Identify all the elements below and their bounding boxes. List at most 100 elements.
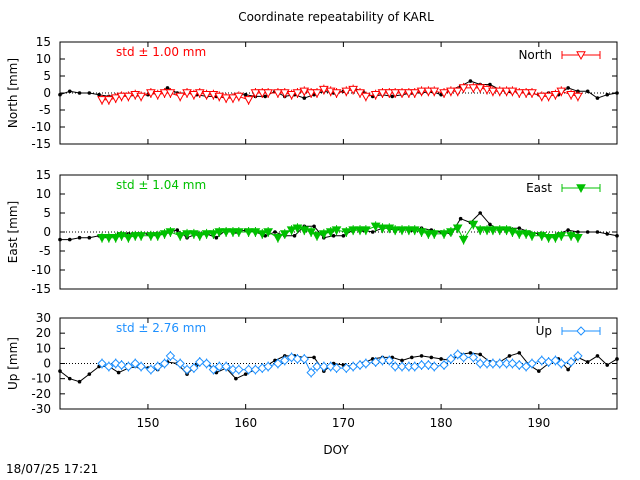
reference-data-point <box>605 363 610 367</box>
data-point <box>263 228 273 238</box>
data-point <box>165 351 176 361</box>
y-axis-label: East [mm] <box>6 201 20 263</box>
reference-data-point <box>234 376 238 381</box>
data-point <box>299 87 310 97</box>
reference-data-point <box>537 369 541 373</box>
reference-data-point <box>576 230 580 234</box>
data-point <box>536 232 547 241</box>
legend-label: Up <box>536 324 552 338</box>
reference-data-point <box>312 224 316 229</box>
data-point <box>370 91 381 100</box>
data-point <box>527 89 537 99</box>
data-point <box>130 358 140 369</box>
data-point <box>550 234 561 243</box>
reference-data-point <box>302 96 307 100</box>
x-tick-label: 160 <box>234 416 257 430</box>
reference-data-point <box>390 94 395 99</box>
reference-data-point <box>243 92 248 97</box>
data-point <box>292 89 303 99</box>
data-point <box>292 224 303 234</box>
data-point <box>306 89 316 99</box>
data-point <box>404 226 414 236</box>
y-tick-label: -10 <box>31 263 51 277</box>
data-point <box>123 234 134 243</box>
data-point <box>384 355 395 366</box>
reference-data-point <box>77 235 82 240</box>
data-point <box>228 228 238 238</box>
data-point <box>536 92 547 102</box>
reference-data-point <box>58 369 62 373</box>
data-point <box>182 230 192 239</box>
y-tick-label: 10 <box>36 341 51 355</box>
data-point <box>468 220 479 230</box>
reference-data-point <box>87 91 92 95</box>
reference-data-point <box>370 230 375 234</box>
data-point <box>312 232 322 241</box>
data-point <box>175 358 185 369</box>
std-label: std ± 1.04 mm <box>116 178 206 192</box>
chart-title: Coordinate repeatability of KARL <box>238 10 434 24</box>
data-point <box>494 226 505 236</box>
y-tick-label: -10 <box>31 120 51 134</box>
data-point <box>404 89 414 99</box>
data-point <box>397 361 407 372</box>
data-point <box>468 84 479 93</box>
data-point <box>165 228 176 238</box>
data-point <box>228 94 238 104</box>
y-axis-label: Up [mm] <box>6 337 20 390</box>
reference-data-point <box>273 230 277 234</box>
reference-data-point <box>585 230 590 234</box>
data-point <box>446 87 456 97</box>
data-point <box>429 87 440 97</box>
reference-data-point <box>77 379 82 384</box>
data-point <box>250 364 261 375</box>
reference-data-point <box>566 228 570 232</box>
data-point <box>361 226 371 236</box>
data-point <box>214 92 225 102</box>
y-tick-label: -5 <box>39 244 51 258</box>
data-point <box>543 92 554 102</box>
reference-data-point <box>478 211 482 215</box>
y-tick-label: 15 <box>36 168 51 182</box>
x-tick-label: 150 <box>136 416 159 430</box>
data-point <box>331 363 342 373</box>
data-point <box>501 87 512 97</box>
data-point <box>331 89 342 99</box>
data-point <box>543 357 554 367</box>
data-point <box>377 89 388 99</box>
data-point <box>348 85 359 95</box>
data-point <box>221 228 231 238</box>
data-point <box>341 87 352 97</box>
data-point <box>243 96 254 105</box>
data-point <box>397 89 407 99</box>
data-point <box>104 234 114 243</box>
data-point <box>279 230 290 239</box>
reference-data-point <box>488 82 492 87</box>
y-tick-label: 0 <box>43 225 51 239</box>
reference-data-point <box>175 228 180 232</box>
data-point <box>521 89 531 99</box>
data-point <box>165 89 176 99</box>
data-point <box>361 358 371 369</box>
data-point <box>331 226 342 236</box>
data-point <box>136 361 146 372</box>
legend-label: North <box>518 48 552 62</box>
data-point <box>123 361 134 372</box>
reference-data-point <box>165 86 170 90</box>
data-point <box>475 84 486 93</box>
data-point <box>384 89 395 99</box>
data-point <box>263 89 273 99</box>
reference-data-point <box>615 357 619 361</box>
data-point <box>97 96 107 105</box>
data-point <box>110 234 121 243</box>
data-point <box>348 361 358 372</box>
reference-data-point <box>468 351 473 355</box>
data-point <box>116 232 127 241</box>
data-point <box>325 228 336 238</box>
data-point <box>195 357 205 367</box>
timestamp: 18/07/25 17:21 <box>6 462 98 476</box>
data-point <box>439 360 449 370</box>
data-point <box>458 84 469 93</box>
data-point <box>146 232 156 241</box>
y-tick-label: -5 <box>39 103 51 117</box>
